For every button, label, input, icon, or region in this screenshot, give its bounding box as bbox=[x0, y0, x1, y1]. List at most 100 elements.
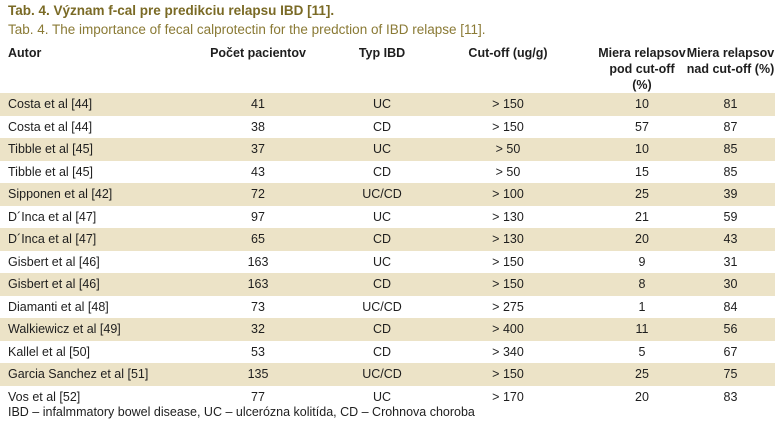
cell-patients: 37 bbox=[170, 138, 346, 161]
cell-relapse-below: 20 bbox=[598, 385, 686, 408]
table-body: Costa et al [44] 41 UC > 150 10 81 Costa et al… bbox=[0, 93, 775, 408]
cell-ibd-type: UC bbox=[346, 93, 418, 116]
cell-cutoff: > 340 bbox=[418, 340, 598, 363]
table-row: D´Inca et al [47] 65 CD > 130 20 43 bbox=[0, 228, 775, 251]
cell-patients: 73 bbox=[170, 295, 346, 318]
cell-cutoff: > 150 bbox=[418, 363, 598, 386]
cell-patients: 32 bbox=[170, 318, 346, 341]
cell-author: D´Inca et al [47] bbox=[0, 205, 170, 228]
cell-author: Sipponen et al [42] bbox=[0, 183, 170, 206]
cell-patients: 72 bbox=[170, 183, 346, 206]
column-header-label-line2: nad cut-off (%) bbox=[686, 62, 775, 76]
column-header-relapse-below: Miera relapsov pod cut-off (%) bbox=[598, 42, 686, 93]
column-header-label: Cut-off (ug/g) bbox=[468, 46, 548, 60]
table-row: Garcia Sanchez et al [51] 135 UC/CD > 150 25… bbox=[0, 363, 775, 386]
column-header-author: Autor bbox=[0, 42, 170, 93]
cell-author: Walkiewicz et al [49] bbox=[0, 318, 170, 341]
cell-relapse-above: 59 bbox=[686, 205, 775, 228]
table-title: Tab. 4. Význam f-cal pre predikciu relap… bbox=[8, 3, 335, 18]
cell-author: Kallel et al [50] bbox=[0, 340, 170, 363]
cell-author: Vos et al [52] bbox=[0, 385, 170, 408]
cell-author: Costa et al [44] bbox=[0, 115, 170, 138]
cell-relapse-below: 10 bbox=[598, 138, 686, 161]
cell-ibd-type: UC/CD bbox=[346, 295, 418, 318]
cell-patients: 53 bbox=[170, 340, 346, 363]
cell-relapse-below: 10 bbox=[598, 93, 686, 116]
cell-author: Tibble et al [45] bbox=[0, 138, 170, 161]
cell-relapse-below: 5 bbox=[598, 340, 686, 363]
cell-relapse-below: 11 bbox=[598, 318, 686, 341]
header-row: Autor Počet pacientov Typ IBD Cut-off (ug/g… bbox=[0, 42, 775, 93]
table-row: Walkiewicz et al [49] 32 CD > 400 11 56 bbox=[0, 318, 775, 341]
table-row: Tibble et al [45] 43 CD > 50 15 85 bbox=[0, 160, 775, 183]
cell-ibd-type: CD bbox=[346, 228, 418, 251]
cell-ibd-type: CD bbox=[346, 160, 418, 183]
footnote: IBD – infalmmatory bowel disease, UC – u… bbox=[8, 405, 475, 419]
cell-author: D´Inca et al [47] bbox=[0, 228, 170, 251]
cell-cutoff: > 170 bbox=[418, 385, 598, 408]
cell-relapse-above: 30 bbox=[686, 273, 775, 296]
cell-cutoff: > 275 bbox=[418, 295, 598, 318]
table-row: Costa et al [44] 41 UC > 150 10 81 bbox=[0, 93, 775, 116]
cell-patients: 77 bbox=[170, 385, 346, 408]
column-header-label: Typ IBD bbox=[358, 46, 406, 60]
table-row: Sipponen et al [42] 72 UC/CD > 100 25 39 bbox=[0, 183, 775, 206]
cell-relapse-above: 81 bbox=[686, 93, 775, 116]
cell-relapse-above: 31 bbox=[686, 250, 775, 273]
cell-ibd-type: UC bbox=[346, 250, 418, 273]
cell-ibd-type: UC bbox=[346, 385, 418, 408]
table-row: Vos et al [52] 77 UC > 170 20 83 bbox=[0, 385, 775, 408]
cell-cutoff: > 400 bbox=[418, 318, 598, 341]
column-header-label: Miera relapsov bbox=[598, 46, 686, 60]
cell-cutoff: > 150 bbox=[418, 93, 598, 116]
cell-author: Garcia Sanchez et al [51] bbox=[0, 363, 170, 386]
table-row: Kallel et al [50] 53 CD > 340 5 67 bbox=[0, 340, 775, 363]
cell-patients: 163 bbox=[170, 273, 346, 296]
cell-cutoff: > 150 bbox=[418, 115, 598, 138]
cell-relapse-below: 15 bbox=[598, 160, 686, 183]
cell-patients: 135 bbox=[170, 363, 346, 386]
column-header-relapse-above: Miera relapsov nad cut-off (%) bbox=[686, 42, 775, 93]
cell-patients: 41 bbox=[170, 93, 346, 116]
column-header-patients: Počet pacientov bbox=[170, 42, 346, 93]
cell-patients: 97 bbox=[170, 205, 346, 228]
column-header-label: Počet pacientov bbox=[210, 46, 306, 60]
cell-cutoff: > 100 bbox=[418, 183, 598, 206]
cell-relapse-above: 83 bbox=[686, 385, 775, 408]
cell-ibd-type: UC bbox=[346, 138, 418, 161]
cell-relapse-above: 87 bbox=[686, 115, 775, 138]
table-row: Gisbert et al [46] 163 UC > 150 9 31 bbox=[0, 250, 775, 273]
cell-relapse-below: 9 bbox=[598, 250, 686, 273]
table-row: Costa et al [44] 38 CD > 150 57 87 bbox=[0, 115, 775, 138]
column-header-cutoff: Cut-off (ug/g) bbox=[418, 42, 598, 93]
cell-cutoff: > 130 bbox=[418, 205, 598, 228]
cell-cutoff: > 50 bbox=[418, 160, 598, 183]
table-subtitle: Tab. 4. The importance of fecal calprote… bbox=[8, 22, 486, 37]
cell-patients: 38 bbox=[170, 115, 346, 138]
cell-relapse-below: 25 bbox=[598, 183, 686, 206]
cell-cutoff: > 130 bbox=[418, 228, 598, 251]
cell-relapse-below: 1 bbox=[598, 295, 686, 318]
cell-cutoff: > 150 bbox=[418, 273, 598, 296]
table-row: Tibble et al [45] 37 UC > 50 10 85 bbox=[0, 138, 775, 161]
cell-author: Gisbert et al [46] bbox=[0, 273, 170, 296]
cell-relapse-below: 20 bbox=[598, 228, 686, 251]
cell-relapse-above: 67 bbox=[686, 340, 775, 363]
cell-ibd-type: CD bbox=[346, 318, 418, 341]
cell-ibd-type: UC/CD bbox=[346, 183, 418, 206]
cell-relapse-below: 21 bbox=[598, 205, 686, 228]
cell-cutoff: > 50 bbox=[418, 138, 598, 161]
cell-patients: 163 bbox=[170, 250, 346, 273]
table-row: D´Inca et al [47] 97 UC > 130 21 59 bbox=[0, 205, 775, 228]
cell-author: Diamanti et al [48] bbox=[0, 295, 170, 318]
table-row: Diamanti et al [48] 73 UC/CD > 275 1 84 bbox=[0, 295, 775, 318]
table-row: Gisbert et al [46] 163 CD > 150 8 30 bbox=[0, 273, 775, 296]
column-header-label: Miera relapsov bbox=[686, 46, 775, 60]
cell-ibd-type: CD bbox=[346, 340, 418, 363]
cell-ibd-type: UC bbox=[346, 205, 418, 228]
cell-author: Costa et al [44] bbox=[0, 93, 170, 116]
column-header-label: Autor bbox=[8, 46, 42, 60]
data-table: Autor Počet pacientov Typ IBD Cut-off (ug/g… bbox=[0, 42, 775, 408]
cell-author: Tibble et al [45] bbox=[0, 160, 170, 183]
cell-ibd-type: UC/CD bbox=[346, 363, 418, 386]
